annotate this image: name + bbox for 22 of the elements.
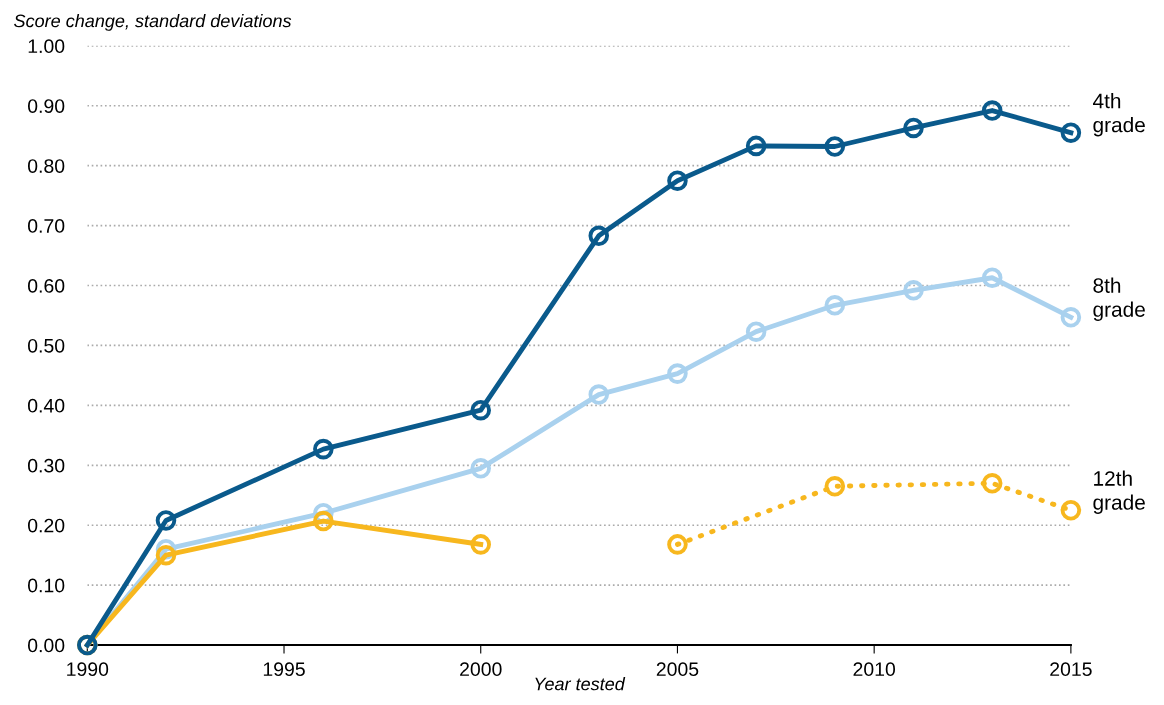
y-tick-label: 0.30	[28, 458, 65, 473]
y-tick-label: 0.60	[28, 278, 65, 293]
x-tick-label: 1995	[263, 662, 305, 677]
series-label: 8th grade	[1093, 277, 1145, 321]
y-tick-label: 0.10	[28, 578, 65, 593]
y-tick-label: 0.90	[28, 99, 65, 113]
series-label: 12th grade	[1093, 470, 1145, 514]
y-tick-label: 1.00	[28, 39, 65, 54]
x-axis-title: Year tested	[535, 677, 626, 691]
y-tick-label: 0.20	[28, 518, 65, 533]
y-tick-label: 0.40	[28, 398, 65, 413]
y-axis-title: Score change, standard deviations	[14, 14, 292, 31]
x-tick-label: 1990	[67, 662, 109, 677]
x-tick-label: 2015	[1050, 662, 1092, 677]
x-tick-label: 2000	[460, 662, 502, 677]
y-tick-label: 0.00	[28, 638, 65, 653]
y-tick-label: 0.80	[28, 159, 65, 173]
series-label: 4th grade	[1093, 93, 1145, 137]
y-tick-label: 0.70	[28, 219, 65, 233]
x-tick-label: 2005	[656, 662, 699, 677]
x-tick-label: 2010	[853, 662, 896, 677]
y-tick-label: 0.50	[28, 338, 65, 353]
